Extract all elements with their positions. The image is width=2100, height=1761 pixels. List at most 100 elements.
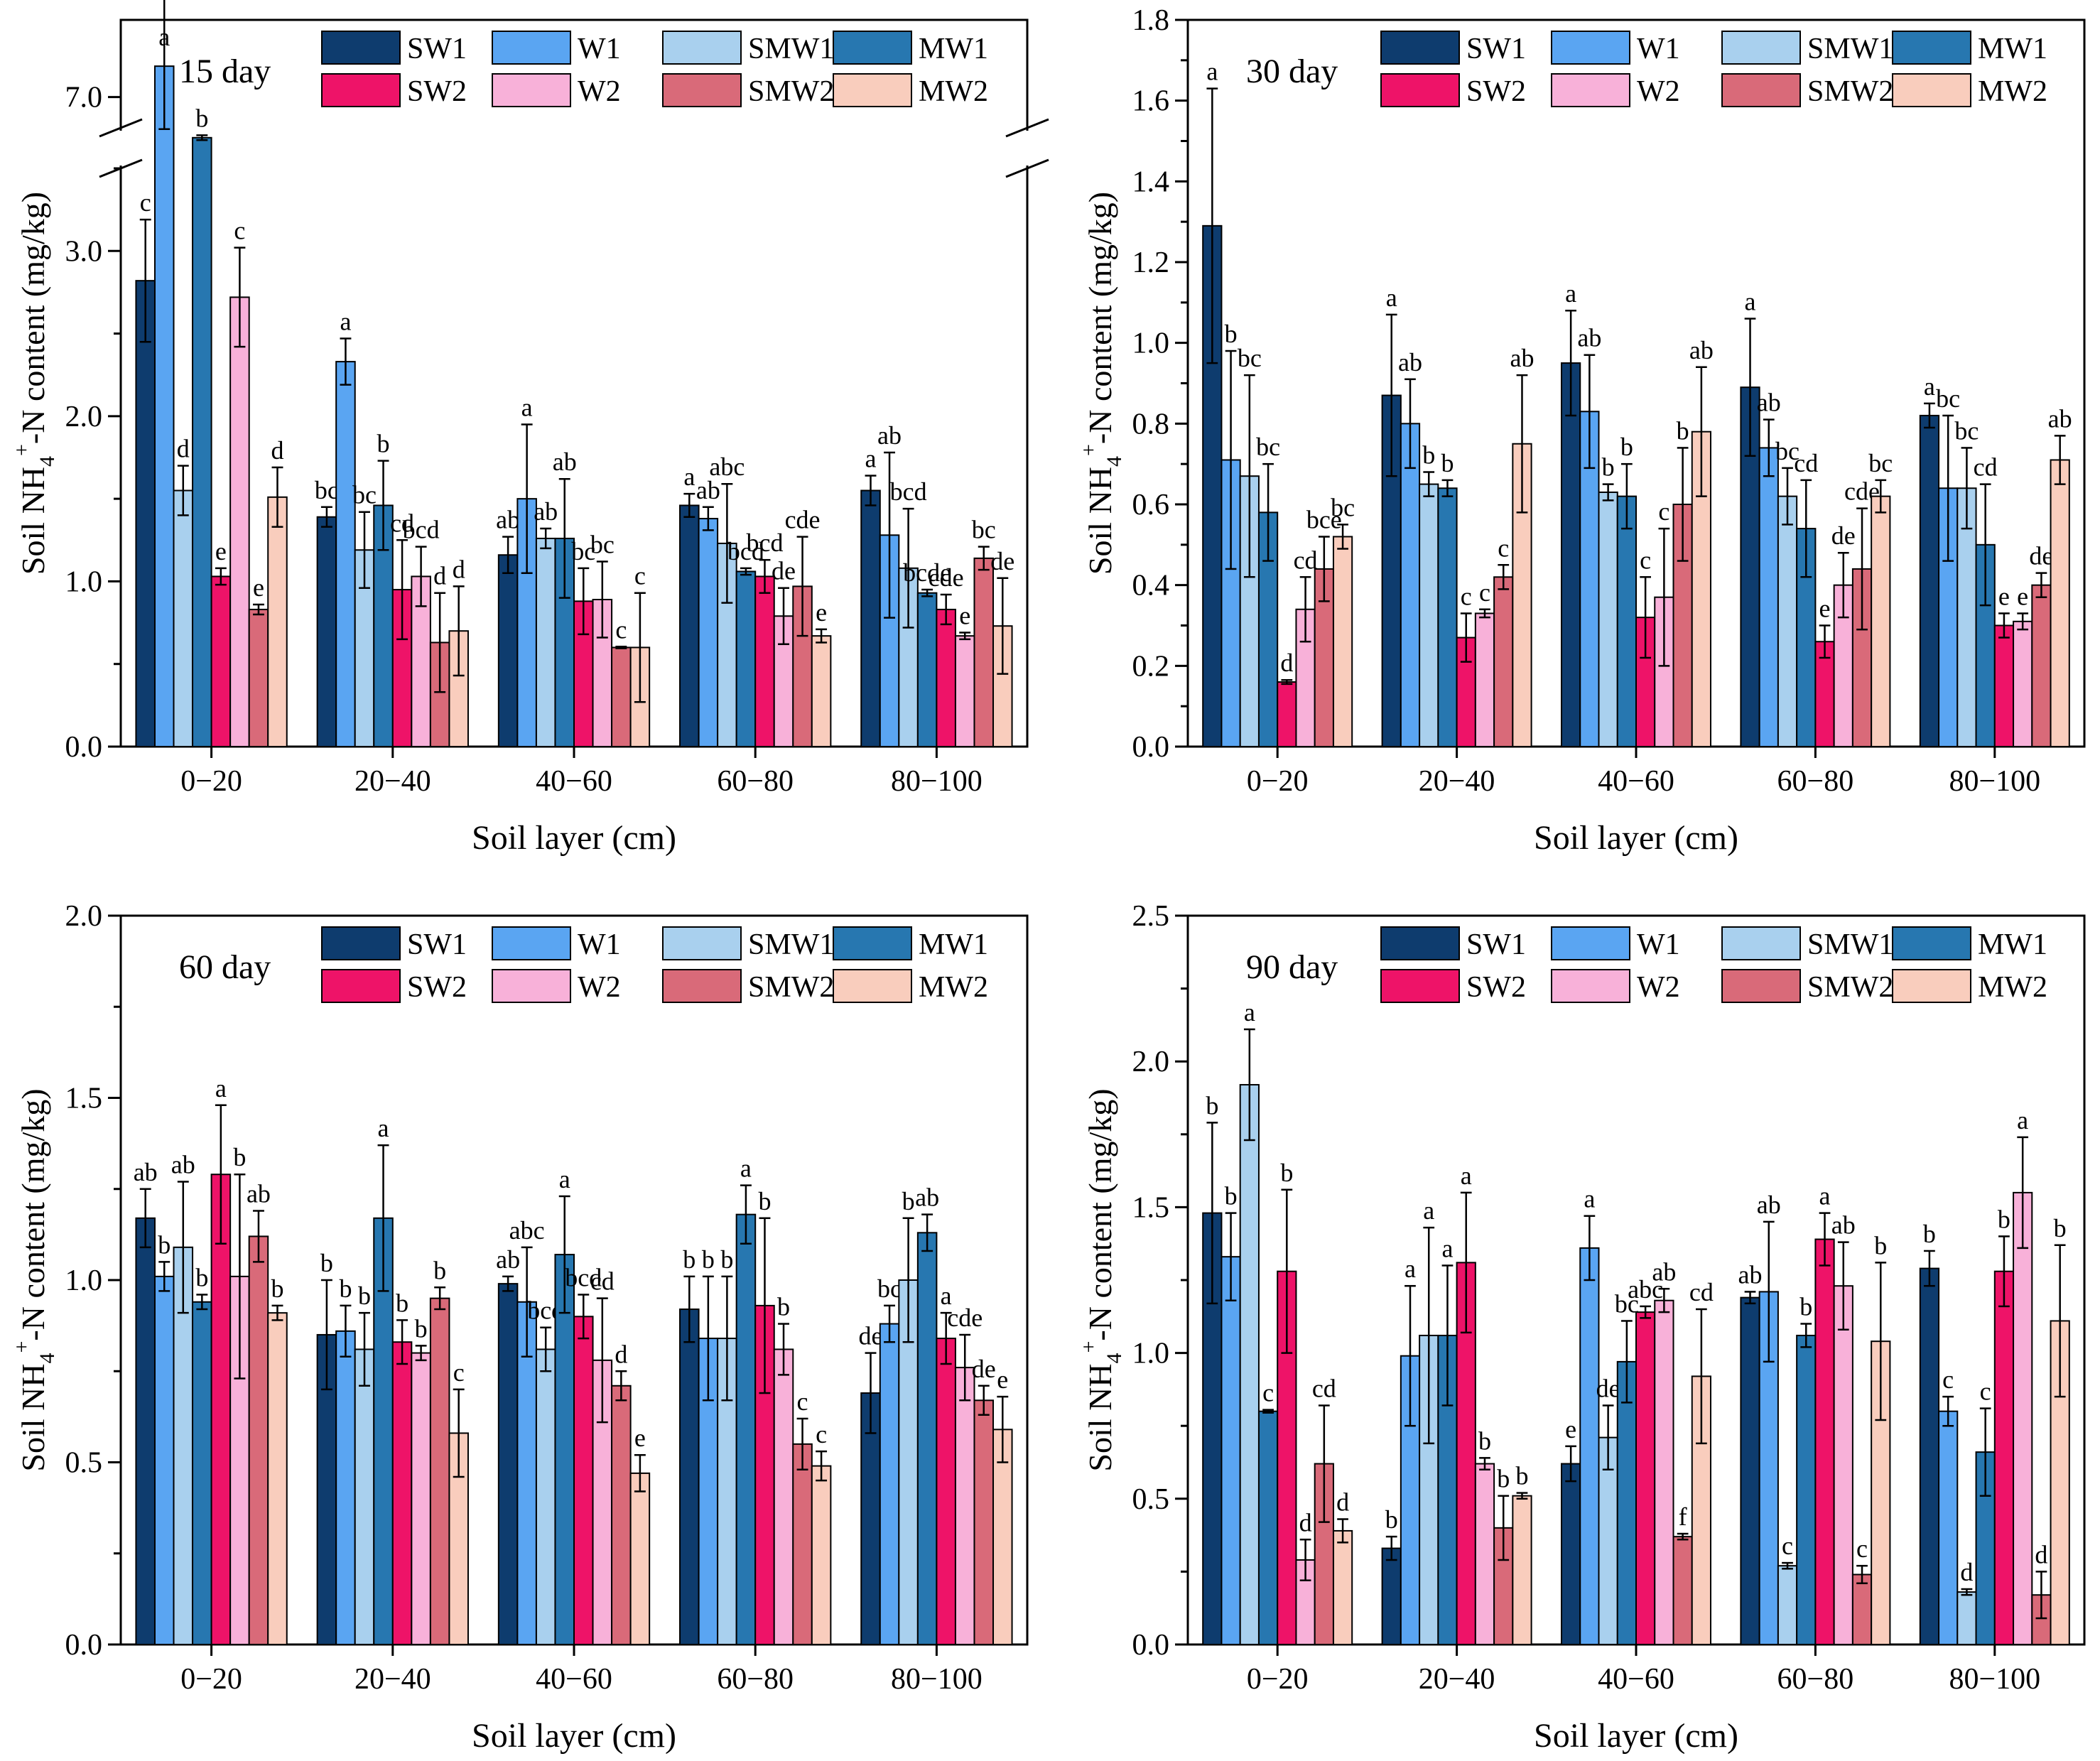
legend: SW1 W1 SMW1 MW1 SW2 W2 SMW2 MW2: [322, 927, 988, 1004]
significance-letter: a: [1565, 279, 1576, 308]
legend-swatch-SMW1: [663, 31, 741, 64]
significance-letter: a: [740, 1154, 752, 1183]
bar-SW2: [574, 1316, 593, 1644]
bar-MW2: [812, 1466, 831, 1644]
y-axis-label: Soil NH4+-N content (mg/kg): [10, 192, 59, 575]
significance-letter: a: [1745, 288, 1756, 316]
significance-letter: b: [1225, 320, 1238, 348]
significance-letter: c: [1640, 546, 1651, 574]
significance-letter: ab: [496, 506, 520, 534]
y-tick-label: 0.0: [1132, 1629, 1170, 1662]
bar-SMW1: [1957, 1592, 1976, 1644]
bar-W1: [699, 519, 718, 747]
legend-label-W1: W1: [578, 33, 621, 65]
legend-label-SMW1: SMW1: [1807, 928, 1893, 961]
significance-letter: b: [195, 104, 208, 132]
bar-SMW1: [1599, 492, 1618, 747]
legend-swatch-SW2: [322, 74, 400, 107]
bar-MW1: [737, 1215, 756, 1644]
y-tick-label: 1.8: [1132, 4, 1170, 37]
x-axis-label: Soil layer (cm): [472, 1717, 676, 1755]
bar-SMW2: [249, 609, 269, 747]
significance-letter: ab: [553, 448, 577, 476]
bar-MW1: [1259, 1411, 1277, 1644]
bar-SMW2: [1853, 1575, 1871, 1644]
x-axis-label: Soil layer (cm): [472, 819, 676, 857]
bar-MW1: [193, 1302, 212, 1644]
bar-SMW1: [536, 1349, 556, 1644]
significance-letter: cd: [1312, 1374, 1336, 1402]
significance-letter: a: [2017, 1106, 2028, 1134]
x-axis-label: Soil layer (cm): [1534, 819, 1738, 857]
bar-SMW2: [974, 1400, 993, 1644]
y-tick-label: 0.2: [1132, 650, 1170, 683]
significance-letter: b: [339, 1274, 352, 1303]
legend-label-MW1: MW1: [919, 33, 988, 65]
significance-letter: bcd: [403, 516, 440, 544]
legend-swatch-SW1: [322, 31, 400, 64]
bar-SMW2: [2032, 585, 2050, 747]
legend-swatch-SMW2: [1722, 970, 1800, 1002]
bar-SMW1: [174, 491, 193, 747]
significance-letter: e: [2017, 582, 2028, 610]
x-tick-label: 0−20: [180, 765, 242, 798]
significance-letter: d: [271, 436, 283, 465]
bar-SW2: [1995, 1272, 2013, 1644]
legend-swatch-SMW1: [1722, 31, 1800, 64]
significance-letter: a: [215, 1074, 227, 1102]
bar-SMW2: [612, 647, 631, 747]
legend-swatch-SW1: [1381, 927, 1459, 960]
legend-label-W2: W2: [1637, 971, 1680, 1004]
x-tick-label: 80−100: [891, 765, 983, 798]
significance-letter: cd: [1689, 1278, 1714, 1306]
legend-swatch-SW1: [322, 927, 400, 960]
significance-letter: b: [1497, 1465, 1510, 1493]
significance-letter: ab: [1398, 348, 1422, 376]
significance-letter: a: [683, 462, 695, 491]
significance-letter: f: [1679, 1502, 1687, 1531]
bar-SW2: [1815, 1240, 1834, 1644]
bar-W1: [880, 1324, 899, 1644]
significance-letter: e: [253, 573, 264, 602]
legend-label-SW1: SW1: [407, 33, 467, 65]
significance-letter: b: [1478, 1426, 1491, 1455]
legend-swatch-SW2: [1381, 970, 1459, 1002]
significance-letter: b: [1923, 1220, 1936, 1248]
legend-swatch-SW2: [322, 970, 400, 1002]
bar-SW1: [680, 505, 699, 747]
significance-letter: b: [1874, 1231, 1887, 1259]
bar-SMW2: [1673, 1537, 1692, 1644]
significance-letter: bc: [1868, 449, 1893, 477]
bar-SMW2: [793, 1444, 812, 1644]
legend-swatch-W1: [492, 927, 570, 960]
legend: SW1 W1 SMW1 MW1 SW2 W2 SMW2 MW2: [1381, 927, 2047, 1004]
significance-letter: d: [453, 555, 465, 583]
legend-label-W2: W2: [1637, 75, 1680, 108]
significance-letter: b: [1225, 1182, 1238, 1210]
x-tick-label: 20−40: [1419, 765, 1495, 798]
legend-label-MW2: MW2: [919, 75, 988, 108]
significance-letter: de: [1596, 1374, 1620, 1402]
significance-letter: d: [2035, 1540, 2047, 1568]
significance-letter: ab: [496, 1245, 520, 1274]
legend-swatch-SMW2: [663, 74, 741, 107]
legend-label-SW2: SW2: [1466, 971, 1526, 1004]
x-tick-label: 40−60: [1598, 765, 1674, 798]
significance-letter: b: [271, 1274, 283, 1303]
significance-letter: e: [1565, 1415, 1576, 1443]
panel-title: 60 day: [179, 948, 271, 986]
significance-letter: a: [1206, 58, 1218, 86]
y-axis-label: Soil NH4+-N content (mg/kg): [10, 1088, 59, 1471]
significance-letter: a: [865, 445, 877, 473]
legend-label-SMW1: SMW1: [1807, 33, 1893, 65]
legend-swatch-W2: [1552, 74, 1630, 107]
bar-SW2: [393, 1342, 412, 1644]
significance-letter: ab: [1831, 1211, 1856, 1240]
bar-W2: [774, 1349, 794, 1644]
y-tick-label: 1.0: [1132, 327, 1170, 360]
bar-MW1: [1797, 1335, 1815, 1644]
significance-letter: ab: [534, 497, 558, 526]
x-tick-label: 80−100: [1949, 765, 2040, 798]
significance-letter: ab: [1510, 344, 1534, 372]
bar-W2: [1476, 613, 1494, 747]
